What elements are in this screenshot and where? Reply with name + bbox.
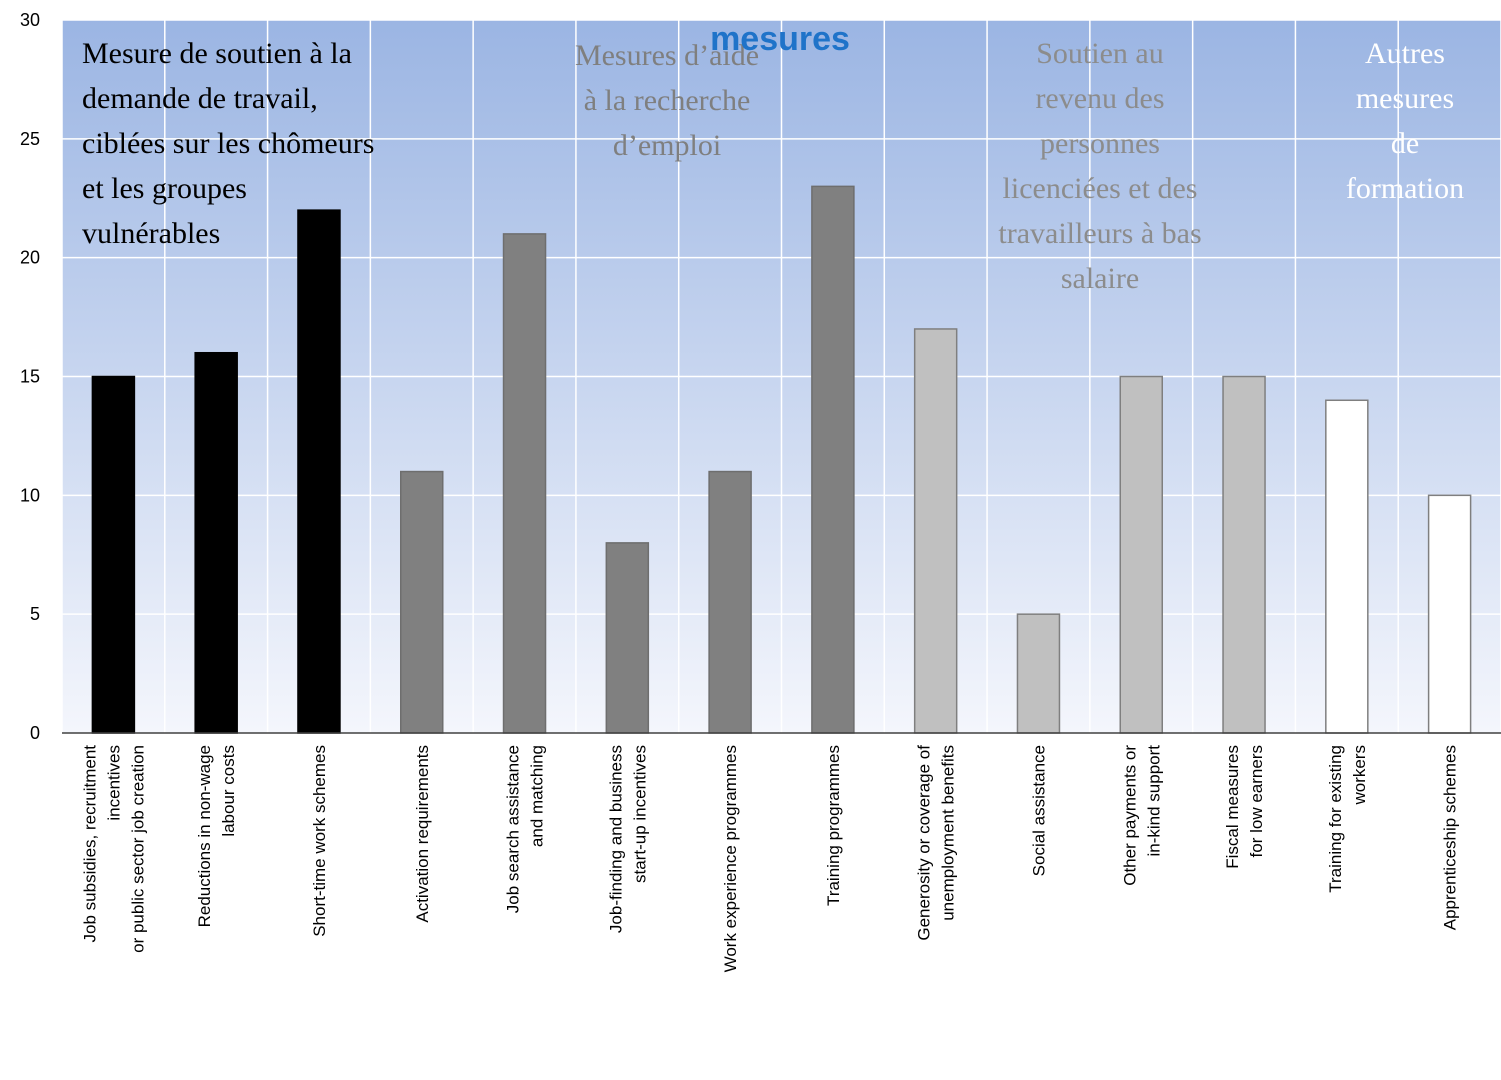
group-label-line: et les groupes xyxy=(82,172,247,205)
x-tick-label-line: Job subsidies, recruitment xyxy=(80,745,99,943)
y-tick-label: 0 xyxy=(30,723,40,743)
x-tick-label-line: or public sector job creation xyxy=(128,745,147,953)
x-tick-label-line: Generosity or coverage of xyxy=(915,745,934,941)
x-tick-label-line: Apprenticeship schemes xyxy=(1441,745,1460,930)
y-tick-label: 10 xyxy=(20,485,40,505)
x-tick-label: Activation requirements xyxy=(413,745,432,923)
x-tick-label: Apprenticeship schemes xyxy=(1441,745,1460,930)
group-label: Soutien au revenu des personnes licenciées … xyxy=(998,37,1201,295)
group-label-line: revenu des xyxy=(1035,82,1164,115)
x-tick-label-line: in-kind support xyxy=(1144,745,1163,857)
x-tick-label: Social assistance xyxy=(1029,745,1048,876)
x-tick-label-line: Activation requirements xyxy=(413,745,432,923)
y-axis: 0 5 10 15 20 25 30 xyxy=(20,10,40,743)
x-tick-label-line: Job-finding and business xyxy=(606,745,625,933)
x-tick-label-line: unemployment benefits xyxy=(939,745,958,921)
group-label-line: Mesure de soutien à la xyxy=(82,37,352,70)
x-tick-label: Job-finding and business start-up incenti… xyxy=(606,745,649,933)
bar xyxy=(1119,375,1163,734)
group-label: Mesure de soutien à la demande de travail… xyxy=(82,37,374,250)
group-label-line: d’emploi xyxy=(613,129,721,162)
x-tick-label-line: Fiscal measures xyxy=(1223,745,1242,869)
group-label-line: Soutien au xyxy=(1036,37,1164,70)
x-tick-label-line: Work experience programmes xyxy=(721,745,740,972)
group-labels: Mesure de soutien à la demande de travail… xyxy=(82,37,1464,295)
x-tick-label: Short-time work schemes xyxy=(310,745,329,937)
bar xyxy=(1325,399,1369,734)
x-tick-label-line: workers xyxy=(1350,745,1369,806)
bar xyxy=(605,542,650,734)
group-label-line: vulnérables xyxy=(82,217,220,250)
x-tick-label: Other payments or in-kind support xyxy=(1120,745,1163,886)
bar xyxy=(1222,375,1266,734)
group-label-line: Autres xyxy=(1365,37,1445,70)
bars xyxy=(91,185,1472,734)
x-tick-label: Work experience programmes xyxy=(721,745,740,972)
group-label: Mesures d’aide à la recherche d’emploi xyxy=(575,39,759,162)
x-tick-label: Training programmes xyxy=(824,745,843,906)
group-label-line: salaire xyxy=(1061,262,1139,295)
x-tick-label-line: for low earners xyxy=(1247,745,1266,857)
group-label-line: demande de travail, xyxy=(82,82,318,115)
bar xyxy=(1016,613,1061,734)
x-tick-label-line: Short-time work schemes xyxy=(310,745,329,937)
x-tick-label-line: start-up incentives xyxy=(630,745,649,883)
bar xyxy=(913,328,958,734)
bar xyxy=(400,470,444,734)
x-tick-label: Job search assistance and matching xyxy=(504,745,547,913)
group-label-line: personnes xyxy=(1040,127,1160,160)
category-labels: Job subsidies, recruitment incentives or p… xyxy=(80,745,1459,973)
x-tick-label-line: Social assistance xyxy=(1029,745,1048,876)
y-tick-label: 20 xyxy=(20,248,40,268)
group-label-line: à la recherche xyxy=(584,84,751,117)
bar xyxy=(1427,494,1472,734)
group-label-line: licenciées et des xyxy=(1003,172,1198,205)
bar xyxy=(708,470,752,734)
bar xyxy=(502,233,547,734)
y-tick-label: 30 xyxy=(20,10,40,30)
x-tick-label-line: Reductions in non-wage xyxy=(195,745,214,927)
group-label-line: de xyxy=(1391,127,1419,160)
x-tick-label: Training for existing workers xyxy=(1326,745,1369,893)
x-tick-label-line: Job search assistance xyxy=(504,745,523,913)
x-tick-label-line: Other payments or xyxy=(1120,745,1139,886)
group-label-line: ciblées sur les chômeurs xyxy=(82,127,374,160)
x-tick-label-line: labour costs xyxy=(219,745,238,837)
y-tick-label: 25 xyxy=(20,129,40,149)
y-tick-label: 15 xyxy=(20,367,40,387)
group-label-line: travailleurs à bas xyxy=(998,217,1201,250)
group-label-line: mesures xyxy=(1356,82,1454,115)
group-label: Autres mesures de formation xyxy=(1346,37,1464,205)
bar xyxy=(194,351,238,734)
x-tick-label: Fiscal measures for low earners xyxy=(1223,745,1266,869)
group-label-line: formation xyxy=(1346,172,1464,205)
x-tick-label-line: Training programmes xyxy=(824,745,843,906)
x-tick-label: Job subsidies, recruitment incentives or p… xyxy=(80,745,147,953)
x-tick-label-line: Training for existing xyxy=(1326,745,1345,893)
bar xyxy=(91,375,136,734)
bar xyxy=(297,209,341,734)
x-tick-label: Generosity or coverage of unemployment be… xyxy=(915,745,958,941)
x-tick-label-line: incentives xyxy=(104,745,123,821)
y-tick-label: 5 xyxy=(30,604,40,624)
chart-title-fragment: mesures xyxy=(710,20,850,58)
group-label-line: Mesures d’aide xyxy=(575,39,759,72)
x-tick-label: Reductions in non-wage labour costs xyxy=(195,745,238,927)
x-tick-label-line: and matching xyxy=(528,745,547,847)
bar xyxy=(811,185,855,734)
